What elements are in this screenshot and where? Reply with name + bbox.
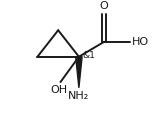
Text: HO: HO <box>132 37 149 47</box>
Text: OH: OH <box>51 85 68 96</box>
Polygon shape <box>76 57 82 88</box>
Text: O: O <box>100 1 109 11</box>
Text: NH₂: NH₂ <box>68 91 90 101</box>
Text: &1: &1 <box>82 51 95 60</box>
